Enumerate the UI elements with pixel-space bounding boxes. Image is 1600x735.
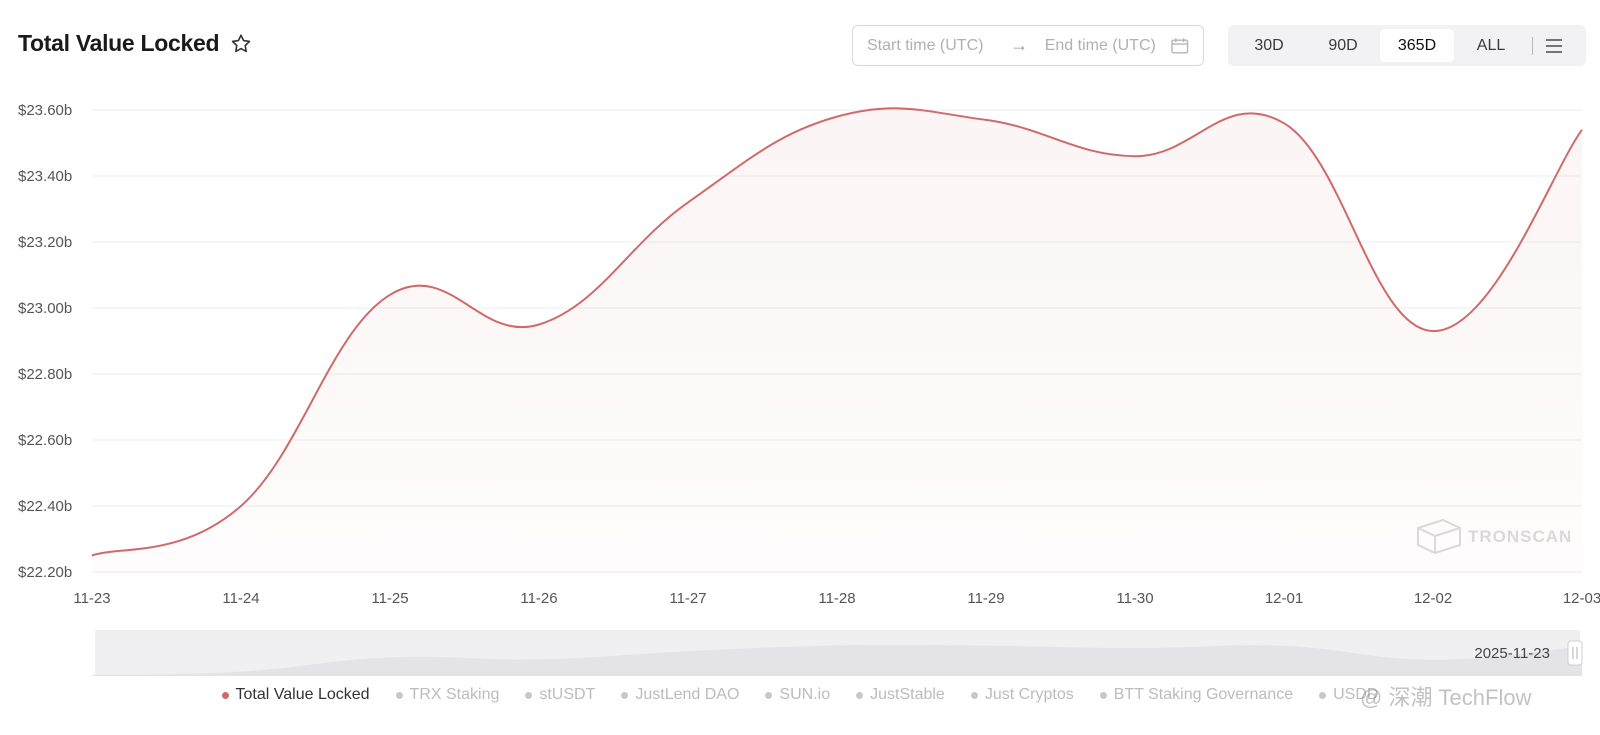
- legend: Total Value Locked TRX Staking stUSDT Ju…: [0, 683, 1600, 707]
- x-tick-label: 11-30: [1116, 590, 1153, 607]
- x-tick-label: 11-29: [967, 590, 1004, 607]
- legend-label: JustStable: [870, 686, 945, 703]
- y-tick-label: $23.20b: [18, 234, 72, 251]
- range-30d-button[interactable]: 30D: [1254, 37, 1284, 54]
- x-tick-label: 11-28: [818, 590, 855, 607]
- x-tick-label: 11-23: [73, 590, 110, 607]
- tronscan-logo-text: TRONSCAN: [1468, 527, 1572, 546]
- y-tick-label: $23.00b: [18, 300, 72, 317]
- legend-item-tvl[interactable]: Total Value Locked: [221, 686, 370, 704]
- legend-dot: [1319, 691, 1327, 699]
- x-tick-label: 12-03: [1563, 590, 1600, 607]
- legend-label: TRX Staking: [409, 686, 500, 703]
- tronscan-watermark: TRONSCAN: [1417, 518, 1572, 555]
- legend-item-just-cryptos[interactable]: Just Cryptos: [970, 686, 1074, 704]
- legend-label: Total Value Locked: [235, 686, 370, 703]
- legend-label: SUN.io: [779, 686, 831, 703]
- legend-item-usdd[interactable]: USDD: [1319, 686, 1378, 704]
- calendar-icon[interactable]: [1170, 36, 1190, 56]
- x-tick-label: 11-24: [222, 590, 259, 607]
- star-icon[interactable]: [229, 32, 253, 56]
- x-tick-label: 11-27: [669, 590, 706, 607]
- legend-dot: [856, 691, 864, 699]
- legend-label: stUSDT: [539, 686, 596, 703]
- menu-icon[interactable]: [1543, 35, 1565, 57]
- legend-dot: [765, 691, 773, 699]
- start-time-input[interactable]: Start time (UTC): [867, 36, 984, 54]
- y-tick-label: $23.40b: [18, 168, 72, 185]
- legend-dot: [221, 691, 229, 699]
- legend-dot: [1099, 691, 1107, 699]
- zoom-slider[interactable]: 2025-11-23: [92, 630, 1583, 676]
- legend-item-stusdt[interactable]: stUSDT: [525, 686, 595, 704]
- x-tick-label: 11-25: [371, 590, 408, 607]
- y-tick-label: $22.60b: [18, 432, 72, 449]
- x-tick-label: 12-01: [1265, 590, 1303, 607]
- legend-dot: [621, 691, 629, 699]
- date-range-picker[interactable]: Start time (UTC) → End time (UTC): [852, 25, 1204, 66]
- tvl-line: [91, 107, 1583, 557]
- slider-handle[interactable]: [1567, 640, 1583, 666]
- x-tick-label: 12-02: [1414, 590, 1452, 607]
- legend-label: JustLend DAO: [635, 686, 740, 703]
- legend-label: Just Cryptos: [984, 686, 1074, 703]
- page-title: Total Value Locked: [18, 30, 220, 56]
- legend-item-btt-staking[interactable]: BTT Staking Governance: [1099, 686, 1294, 704]
- arrow-right-icon: →: [1010, 35, 1029, 55]
- legend-dot: [970, 691, 978, 699]
- series-tvl: [91, 107, 1583, 572]
- time-range-selector: 30D 90D 365D ALL: [1228, 25, 1586, 66]
- y-tick-label: $22.80b: [18, 366, 72, 383]
- y-axis: $22.20b $22.40b $22.60b $22.80b $23.00b $23.2…: [18, 102, 72, 581]
- range-all-button[interactable]: ALL: [1476, 37, 1506, 54]
- divider: [1532, 36, 1533, 55]
- legend-item-justlend[interactable]: JustLend DAO: [621, 686, 739, 704]
- legend-item-sunio[interactable]: SUN.io: [765, 686, 830, 704]
- chart-header: Total Value Locked: [18, 30, 253, 57]
- end-time-input[interactable]: End time (UTC): [1044, 36, 1156, 54]
- y-tick-label: $22.40b: [18, 498, 72, 515]
- x-axis: 11-23 11-24 11-25 11-26 11-27 11-28 11-29 11-30…: [73, 590, 1600, 607]
- range-90d-button[interactable]: 90D: [1328, 37, 1358, 54]
- y-tick-label: $23.60b: [18, 102, 72, 119]
- x-tick-label: 11-26: [520, 590, 557, 607]
- range-365d-button[interactable]: 365D: [1380, 29, 1454, 62]
- legend-label: USDD: [1333, 686, 1379, 703]
- techflow-watermark: @ 深潮 TechFlow: [1360, 685, 1532, 710]
- y-tick-label: $22.20b: [18, 564, 72, 581]
- legend-item-trx-staking[interactable]: TRX Staking: [395, 686, 500, 704]
- slider-date-label: 2025-11-23: [1474, 645, 1550, 662]
- slider-preview: [92, 644, 1582, 676]
- legend-dot: [525, 691, 533, 699]
- legend-dot: [395, 691, 403, 699]
- tvl-chart: $22.20b $22.40b $22.60b $22.80b $23.00b $23.2…: [18, 102, 1600, 676]
- tvl-area: [92, 108, 1582, 572]
- legend-item-juststable[interactable]: JustStable: [856, 686, 945, 704]
- legend-label: BTT Staking Governance: [1113, 686, 1294, 703]
